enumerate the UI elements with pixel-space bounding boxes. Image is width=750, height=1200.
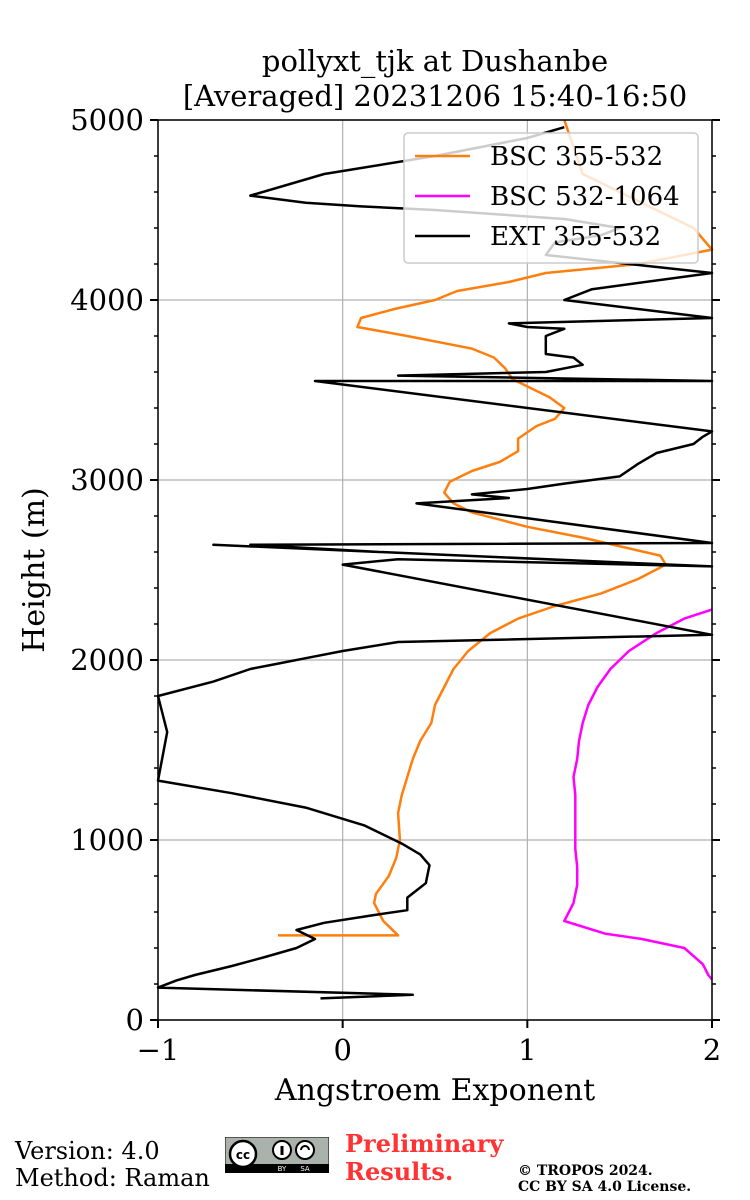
y-tick-label-0: 0 — [126, 1003, 144, 1037]
method-text: Method: Raman — [15, 1164, 210, 1192]
y-tick-label-3: 3000 — [70, 463, 144, 497]
y-tick-label-1: 1000 — [70, 823, 144, 857]
y-tick-label-2: 2000 — [70, 643, 144, 677]
y-tick-label-5: 5000 — [70, 103, 144, 137]
x-tick-label-3: 2 — [703, 1033, 721, 1067]
badge-by-text: BY — [278, 1165, 287, 1173]
chart-subtitle: [Averaged] 20231206 15:40-16:50 — [183, 79, 687, 113]
x-axis-label: Angstroem Exponent — [274, 1073, 595, 1108]
copyright-line-1: © TROPOS 2024. — [518, 1163, 653, 1179]
legend-label-2: EXT 355-532 — [490, 222, 661, 252]
plot-frame — [157, 119, 713, 1021]
series-line-bsc-355-532 — [278, 119, 714, 937]
series-layer — [156, 119, 714, 1000]
series-line-ext-355-532 — [156, 126, 714, 1000]
version-info: Version: 4.0 Method: Raman — [15, 1138, 210, 1192]
version-text: Version: 4.0 — [15, 1137, 160, 1165]
x-tick-label-0: −1 — [137, 1033, 180, 1067]
preliminary-line-2: Results. — [345, 1157, 454, 1186]
y-axis-label: Height (m) — [17, 487, 52, 652]
badge-cc-text: cc — [236, 1148, 250, 1162]
series-line-bsc-532-1064 — [563, 608, 713, 981]
angstroem-profile-chart: pollyxt_tjk at Dushanbe [Averaged] 20231… — [17, 44, 721, 1108]
legend-label-1: BSC 532-1064 — [490, 182, 680, 212]
chart-title: pollyxt_tjk at Dushanbe — [262, 44, 608, 79]
preliminary-note: Preliminary Results. — [345, 1130, 503, 1186]
legend: BSC 355-532 BSC 532-1064 EXT 355-532 — [403, 132, 699, 264]
axis-ticks — [150, 119, 720, 1028]
copyright-line-2: CC BY SA 4.0 License. — [518, 1179, 692, 1195]
legend-label-0: BSC 355-532 — [490, 142, 663, 172]
copyright-note: © TROPOS 2024. CC BY SA 4.0 License. — [518, 1163, 691, 1195]
cc-by-sa-badge: cc BY SA — [225, 1137, 329, 1173]
badge-sa-text: SA — [300, 1165, 310, 1173]
y-tick-label-4: 4000 — [70, 283, 144, 317]
x-tick-label-1: 0 — [333, 1033, 351, 1067]
preliminary-line-1: Preliminary — [345, 1129, 504, 1158]
legend-box — [403, 132, 699, 264]
x-tick-label-2: 1 — [518, 1033, 536, 1067]
